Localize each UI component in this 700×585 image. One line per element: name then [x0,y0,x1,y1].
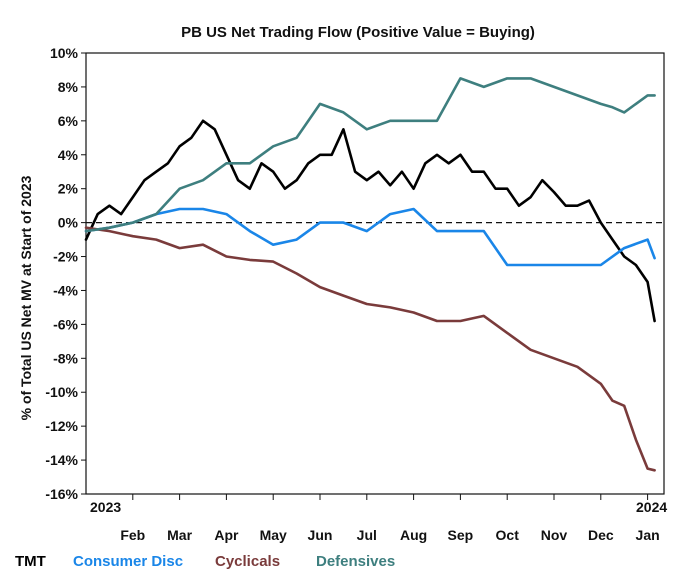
y-tick-label: -14% [45,452,78,468]
y-tick-label: 4% [58,147,79,163]
legend-item-defensives: Defensives [316,553,395,570]
y-axis-ticks: 10% 8% 6% 4% 2% 0% -2% -4% -6% -8% -10% -12% -14% -16… [45,45,86,502]
x-tick-label: Sep [448,527,474,543]
y-tick-label: 10% [50,45,79,61]
y-tick-label: -6% [53,316,78,332]
x-tick-label: Jul [357,527,377,543]
x-tick-label: Mar [167,527,192,543]
series-line-defensives [84,77,656,233]
y-tick-label: -2% [53,249,78,265]
x-tick-label: Dec [588,527,614,543]
x-tick-label: Apr [214,527,239,543]
y-tick-label: -10% [45,384,78,400]
x-end-year-label: 2024 [636,499,667,515]
plot-frame [85,52,665,495]
legend-item-cyclicals: Cyclicals [215,553,280,570]
x-tick-label: Jan [636,527,660,543]
chart-title: PB US Net Trading Flow (Positive Value =… [181,24,535,41]
series-line-cyclicals [84,226,656,472]
series-lines [84,77,656,472]
y-tick-label: -16% [45,486,78,502]
x-tick-label: Nov [541,527,568,543]
y-tick-label: 6% [58,113,79,129]
legend-item-consumer-disc: Consumer Disc [73,553,183,570]
legend-item-tmt: TMT [15,553,46,570]
y-tick-label: -4% [53,282,78,298]
legend: TMT Consumer Disc Cyclicals Defensives [15,553,395,570]
y-tick-label: -12% [45,418,78,434]
series-line-consumer-disc [84,207,656,267]
x-tick-label: Feb [120,527,145,543]
plot-border [85,52,665,495]
x-tick-label: Aug [400,527,427,543]
series-line-tmt [84,119,656,323]
y-tick-label: -8% [53,350,78,366]
x-start-year-label: 2023 [90,499,121,515]
y-tick-label: 2% [58,181,79,197]
x-tick-label: Oct [496,527,520,543]
x-axis-ticks: Feb Mar Apr May Jun Jul Aug Sep Oct Nov Dec Jan [120,494,660,543]
x-tick-label: Jun [308,527,333,543]
y-tick-label: 8% [58,79,79,95]
x-tick-label: May [260,527,287,543]
y-tick-label: 0% [58,215,79,231]
y-axis-label: % of Total US Net MV at Start of 2023 [18,175,34,420]
